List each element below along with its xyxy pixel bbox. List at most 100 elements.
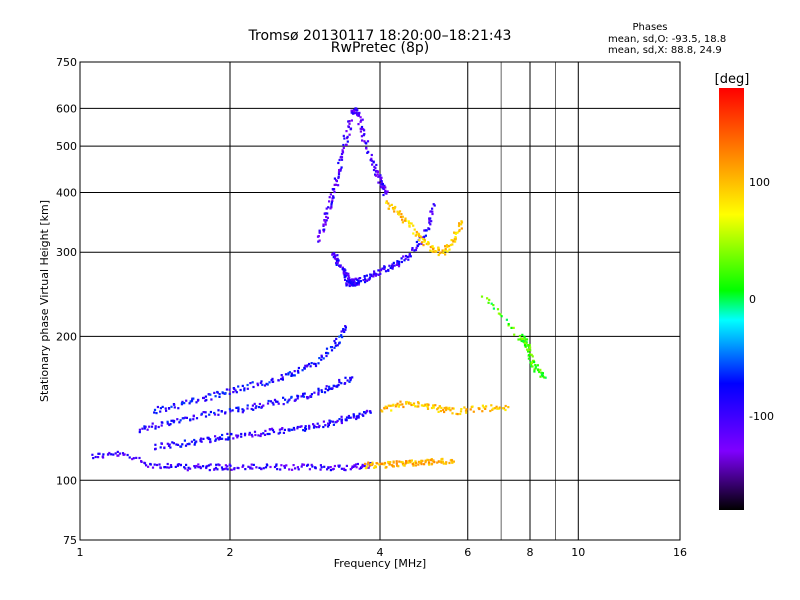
stats-o-mode: mean, sd,O: -93.5, 18.8 xyxy=(608,34,726,45)
echo-point xyxy=(301,463,304,466)
echo-point xyxy=(332,196,335,199)
echo-point xyxy=(465,411,468,414)
echo-point xyxy=(251,435,254,438)
echo-point xyxy=(368,276,372,279)
echo-point xyxy=(391,265,394,268)
echo-point xyxy=(328,385,331,388)
echo-point xyxy=(257,434,260,437)
echo-point xyxy=(197,466,200,469)
echo-point xyxy=(370,159,373,162)
echo-point xyxy=(244,468,247,471)
colorbar-tick-label: 100 xyxy=(749,176,770,189)
echo-point xyxy=(180,445,183,448)
echo-point xyxy=(371,463,374,466)
echo-point xyxy=(159,466,162,470)
echo-point xyxy=(399,400,402,403)
echo-point xyxy=(423,240,426,243)
echo-point xyxy=(193,465,196,468)
echo-point xyxy=(451,412,454,415)
echo-point xyxy=(403,219,406,222)
y-tick-labels: 75 100 200 300 400 500 600 750 xyxy=(56,56,77,547)
echo-point xyxy=(533,361,536,364)
echo-point xyxy=(454,238,457,241)
echo-point xyxy=(362,414,365,417)
echo-point xyxy=(217,409,220,412)
echo-point xyxy=(314,466,317,469)
echo-point xyxy=(424,229,427,232)
colorbar-tick-label: -100 xyxy=(749,410,774,423)
chart-title: Tromsø 20130117 18:20:00–18:21:43 xyxy=(248,28,512,44)
echo-point xyxy=(430,220,433,223)
echo-point xyxy=(229,464,232,467)
echo-point xyxy=(101,455,104,458)
echo-point xyxy=(527,348,530,351)
echo-point xyxy=(343,137,346,140)
echo-point xyxy=(332,423,335,426)
echo-point xyxy=(143,427,146,430)
y-tick-label: 400 xyxy=(56,186,77,199)
echo-point xyxy=(183,402,186,405)
echo-point xyxy=(326,468,329,471)
echo-point xyxy=(297,366,300,370)
echo-point xyxy=(227,438,230,441)
echo-point xyxy=(544,376,547,379)
echo-point xyxy=(359,120,362,123)
echo-point xyxy=(493,407,496,410)
echo-point xyxy=(228,388,231,391)
echo-point xyxy=(363,140,366,143)
echo-point xyxy=(333,190,336,194)
echo-point xyxy=(277,379,280,382)
echo-point xyxy=(415,240,418,244)
echo-point xyxy=(302,463,306,466)
echo-point xyxy=(146,428,149,431)
echo-point xyxy=(214,438,218,441)
echo-point xyxy=(404,217,407,220)
x-tick-label: 10 xyxy=(571,546,585,559)
echo-point xyxy=(348,122,351,125)
echo-point xyxy=(302,392,305,395)
echo-point xyxy=(329,387,332,390)
echo-point xyxy=(246,404,249,407)
echo-point xyxy=(339,264,342,267)
echo-point xyxy=(135,456,138,459)
echo-point xyxy=(302,429,305,432)
echo-point xyxy=(328,419,331,422)
echo-point xyxy=(387,404,390,407)
y-tick-label: 750 xyxy=(56,56,77,69)
echo-point xyxy=(370,274,373,278)
echo-point xyxy=(110,453,113,456)
echo-point xyxy=(231,409,234,412)
echo-point xyxy=(214,466,218,469)
echo-point xyxy=(465,408,468,411)
echo-point xyxy=(363,464,366,468)
echo-point xyxy=(214,439,217,442)
echo-point xyxy=(355,466,358,469)
echo-point xyxy=(400,213,403,216)
echo-point xyxy=(159,410,162,413)
echo-point xyxy=(409,255,412,258)
echo-point xyxy=(256,384,260,387)
y-tick-label: 300 xyxy=(56,246,77,259)
echo-point xyxy=(396,402,399,405)
echo-point xyxy=(344,418,347,421)
echo-point xyxy=(107,453,110,456)
echo-point xyxy=(450,459,454,462)
echo-point xyxy=(442,251,445,254)
echo-point xyxy=(268,432,271,436)
echo-point xyxy=(241,408,244,411)
echo-point xyxy=(300,395,303,398)
echo-point xyxy=(422,404,425,407)
echo-point xyxy=(320,390,324,393)
echo-point xyxy=(335,262,338,265)
echo-point xyxy=(269,400,272,403)
echo-point xyxy=(400,460,403,464)
echo-point xyxy=(305,396,309,399)
echo-point xyxy=(530,365,533,368)
echo-point xyxy=(335,179,338,182)
echo-point xyxy=(428,219,431,222)
echo-point xyxy=(190,440,193,443)
echo-point xyxy=(349,127,353,130)
echo-point xyxy=(192,397,195,400)
echo-point xyxy=(292,464,295,467)
